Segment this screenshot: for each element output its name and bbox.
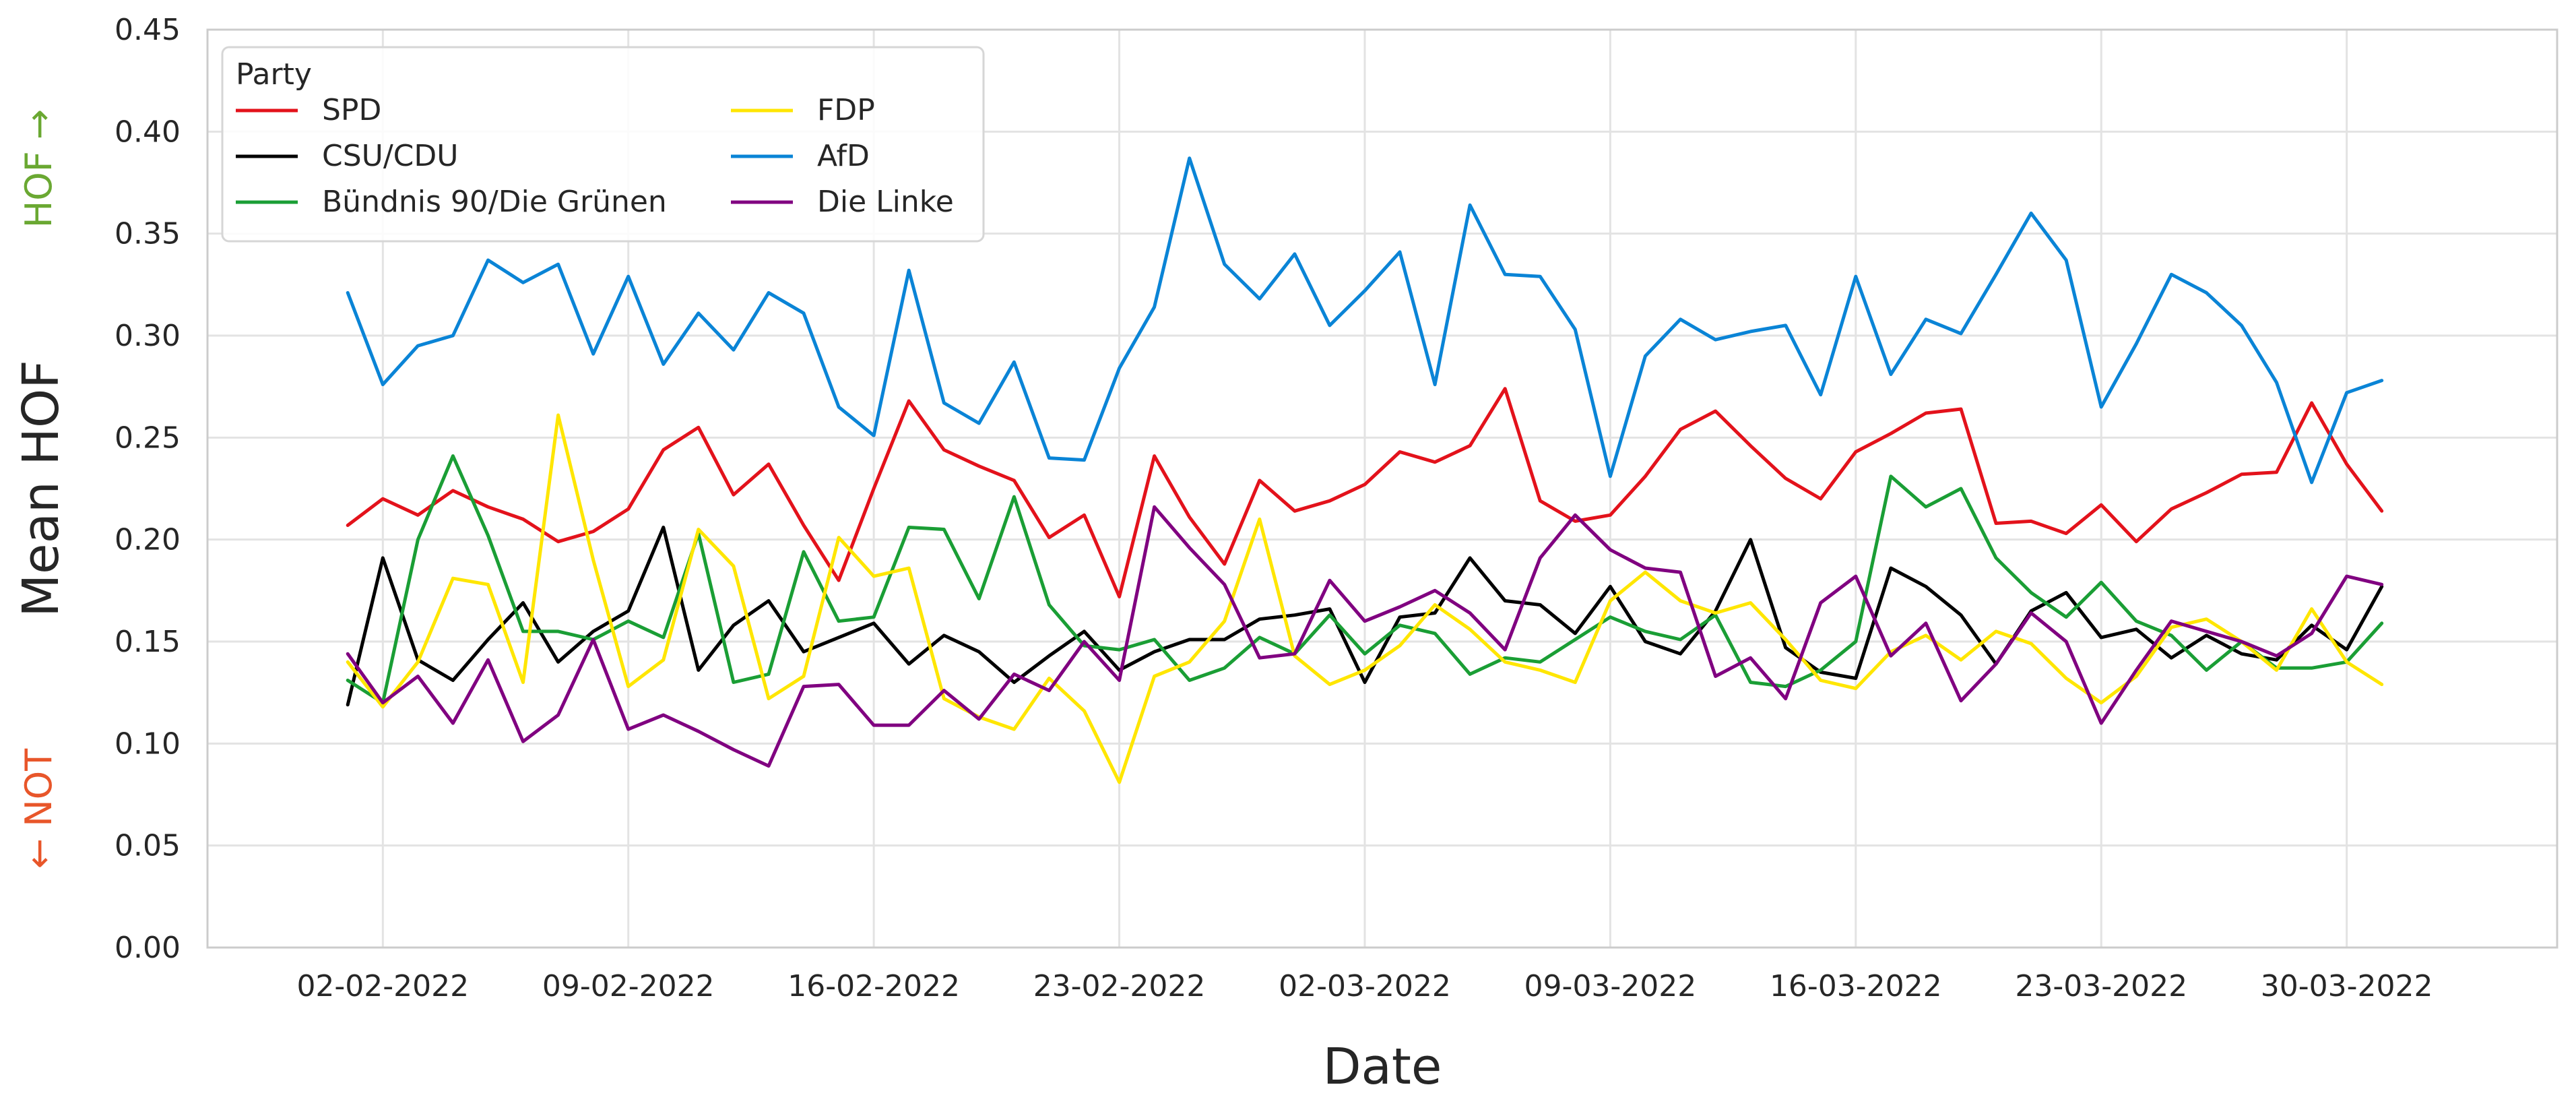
legend-item: FDP [731,93,875,127]
hof-direction-label: HOF → [18,109,60,228]
legend-item: SPD [236,93,381,127]
legend-item: Die Linke [731,185,954,219]
series-line-afd [346,156,2384,485]
x-tick-label: 23-02-2022 [1033,969,1206,1003]
x-tick-label: 30-03-2022 [2261,969,2433,1003]
x-tick-label: 23-03-2022 [2015,969,2187,1003]
y-tick-label: 0.45 [115,13,181,47]
data-series [346,156,2384,784]
y-tick-label: 0.15 [115,625,181,659]
legend-items: SPD CSU/CDU Bündnis 90/Die Grünen FDP AfD Die… [236,93,954,219]
x-tick-label: 02-03-2022 [1279,969,1451,1003]
legend-label: Bündnis 90/Die Grünen [322,185,667,219]
legend-label: AfD [817,139,870,173]
legend-label: SPD [322,93,381,127]
legend-title: Party [236,57,312,92]
series-line-csu-cdu [346,526,2384,707]
series-line-spd [346,387,2384,598]
legend-item: Bündnis 90/Die Grünen [236,185,667,219]
legend: Party SPD CSU/CDU Bündnis 90/Die Grünen FDP… [221,46,985,243]
plot-frame [206,28,2558,949]
y-tick-label: 0.30 [115,319,181,353]
legend-label: CSU/CDU [322,139,459,173]
y-tick-label: 0.05 [115,829,181,863]
y-axis-title: Mean HOF [12,360,70,617]
y-axis-ticks: 0.00 0.05 0.10 0.15 0.20 0.25 0.30 0.35 0.40 0.45 [115,13,181,965]
not-direction-label: ← NOT [18,748,60,869]
y-tick-label: 0.20 [115,523,181,557]
legend-item: CSU/CDU [236,139,459,173]
x-tick-label: 16-03-2022 [1770,969,1942,1003]
x-axis-title: Date [1323,1038,1442,1096]
legend-box [221,46,985,243]
series-line-fdp [346,413,2384,784]
x-axis-ticks: 02-02-2022 09-02-2022 16-02-2022 23-02-2022… [296,969,2433,1003]
x-tick-label: 09-03-2022 [1524,969,1697,1003]
y-tick-label: 0.40 [115,115,181,149]
legend-label: Die Linke [817,185,954,219]
y-tick-label: 0.35 [115,217,181,251]
legend-label: FDP [817,93,875,127]
legend-item: AfD [731,139,870,173]
y-tick-label: 0.25 [115,421,181,455]
y-tick-label: 0.00 [115,931,181,965]
x-tick-label: 16-02-2022 [787,969,960,1003]
series-line-die-linke [346,505,2384,768]
x-tick-label: 02-02-2022 [296,969,469,1003]
y-tick-label: 0.10 [115,726,181,761]
x-tick-label: 09-02-2022 [542,969,715,1003]
